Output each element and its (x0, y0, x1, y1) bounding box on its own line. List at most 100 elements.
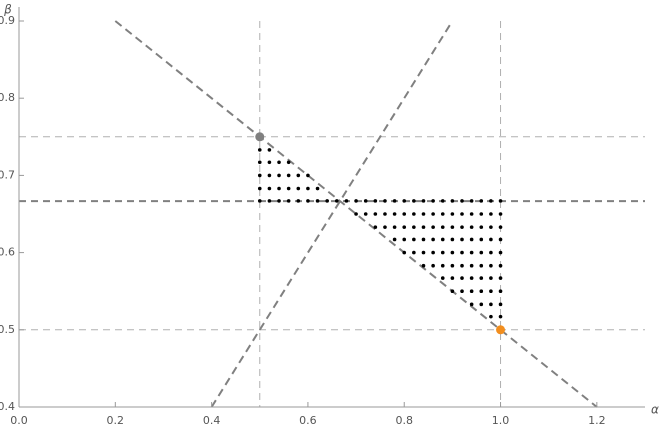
dot (315, 186, 320, 191)
dot (344, 199, 349, 203)
dot (412, 237, 416, 242)
dot (267, 173, 272, 178)
dot (450, 199, 455, 203)
dot (286, 160, 291, 165)
dot (257, 199, 262, 203)
x-tick-label: 0.2 (107, 414, 125, 427)
dot (431, 199, 435, 203)
x-tick-label: 0.8 (395, 414, 413, 427)
dot (267, 186, 272, 191)
dot (479, 250, 484, 255)
dot (402, 199, 407, 203)
x-tick-label: 1.0 (492, 414, 510, 427)
dot (498, 199, 503, 203)
x-tick-label: 0.0 (10, 414, 28, 427)
dot (296, 173, 301, 178)
dot (257, 173, 262, 178)
y-tick-label: 0.5 (0, 323, 15, 336)
dot (431, 212, 435, 216)
dashed-line (114, 20, 598, 408)
dot (460, 289, 464, 294)
dot (383, 225, 387, 229)
dot (421, 212, 426, 216)
dot (267, 160, 272, 165)
dot (498, 314, 503, 319)
dot (479, 212, 484, 216)
dot (383, 212, 387, 216)
x-tick-label: 0.6 (299, 414, 317, 427)
dot (498, 302, 503, 307)
dot (460, 212, 464, 216)
dashed-line (210, 20, 454, 408)
dot (315, 199, 320, 203)
dot (489, 289, 493, 294)
dot (431, 250, 435, 255)
dot (421, 225, 426, 229)
dot (373, 199, 378, 203)
dot (373, 225, 378, 229)
dot (460, 263, 464, 268)
dot (440, 225, 445, 229)
dot (421, 237, 426, 242)
dot (431, 263, 435, 268)
dot (498, 289, 503, 294)
dot (440, 250, 445, 255)
dot (402, 225, 407, 229)
dot (469, 276, 474, 280)
dot (412, 225, 416, 229)
dot (489, 199, 493, 203)
highlight-point (496, 325, 506, 335)
x-tick-label: 0.4 (203, 414, 221, 427)
dot (460, 237, 464, 242)
dot (440, 199, 445, 203)
dot (286, 173, 291, 178)
dot (498, 225, 503, 229)
dot (354, 199, 358, 203)
y-tick-label: 0.7 (0, 168, 15, 181)
dot (373, 212, 378, 216)
dot (450, 263, 455, 268)
dot (421, 263, 426, 268)
dot (469, 212, 474, 216)
dot (421, 199, 426, 203)
dot (489, 276, 493, 280)
dot (489, 212, 493, 216)
dot (286, 199, 291, 203)
dot (479, 225, 484, 229)
y-tick-label: 0.9 (0, 14, 15, 27)
dot (440, 237, 445, 242)
dot (431, 237, 435, 242)
dot (489, 237, 493, 242)
dot (498, 276, 503, 280)
dot (479, 263, 484, 268)
y-tick-label: 0.6 (0, 246, 15, 259)
dot (469, 289, 474, 294)
dot (460, 276, 464, 280)
dot (257, 148, 262, 152)
dot (325, 199, 329, 203)
dot (277, 160, 281, 165)
dot (412, 212, 416, 216)
dot (469, 237, 474, 242)
dot (450, 237, 455, 242)
dot (469, 302, 474, 307)
dot (469, 250, 474, 255)
dot (450, 276, 455, 280)
dot (267, 199, 272, 203)
dot (479, 199, 484, 203)
dot (469, 225, 474, 229)
dot (440, 212, 445, 216)
y-axis-label: β (3, 3, 12, 17)
dot (296, 186, 301, 191)
dot (306, 173, 310, 178)
dot (450, 212, 455, 216)
dot (479, 289, 484, 294)
dot (363, 212, 368, 216)
dot (421, 250, 426, 255)
dot (460, 250, 464, 255)
dot (335, 199, 339, 203)
dot (286, 186, 291, 191)
dot (412, 199, 416, 203)
highlight-point (255, 132, 265, 142)
